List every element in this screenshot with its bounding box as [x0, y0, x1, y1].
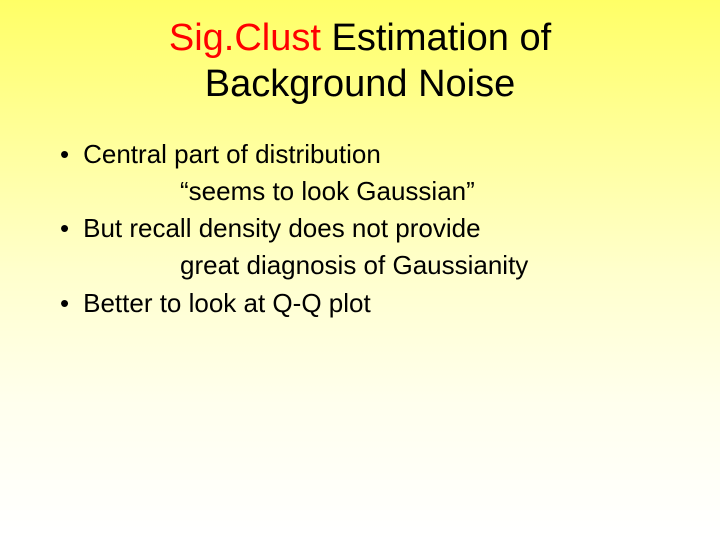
bullet-text: But recall density does not provide: [83, 211, 680, 246]
bullet-item: • But recall density does not provide: [60, 211, 680, 246]
slide-title: Sig.Clust Estimation of Background Noise: [40, 16, 680, 107]
title-rest-1: Estimation of: [321, 17, 551, 59]
bullet-marker-icon: •: [60, 211, 69, 246]
slide-container: Sig.Clust Estimation of Background Noise…: [0, 0, 720, 333]
bullet-text: Central part of distribution: [83, 137, 680, 172]
bullet-text: Better to look at Q-Q plot: [83, 286, 680, 321]
bullet-item: • Better to look at Q-Q plot: [60, 286, 680, 321]
slide-content: • Central part of distribution “seems to…: [40, 137, 680, 320]
title-accent: Sig.Clust: [169, 17, 321, 59]
bullet-sub-line: great diagnosis of Gaussianity: [60, 248, 680, 283]
bullet-marker-icon: •: [60, 137, 69, 172]
bullet-item: • Central part of distribution: [60, 137, 680, 172]
bullet-sub-line: “seems to look Gaussian”: [60, 174, 680, 209]
title-line-2: Background Noise: [205, 63, 516, 105]
bullet-marker-icon: •: [60, 286, 69, 321]
